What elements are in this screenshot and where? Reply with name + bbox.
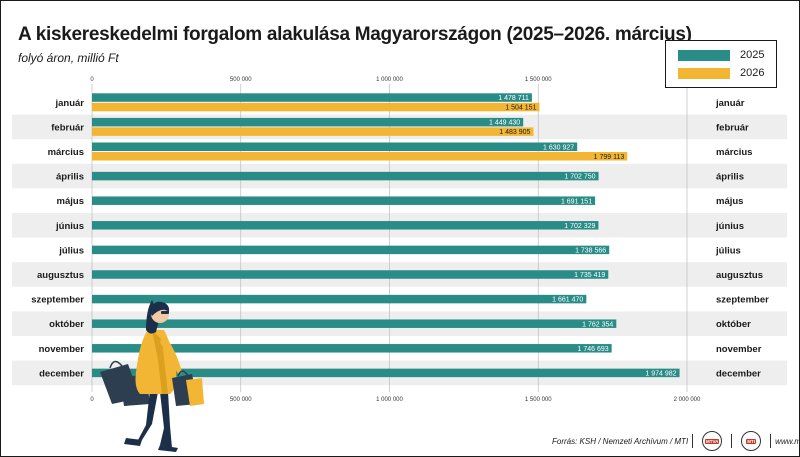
x-tick-label-bottom: 1 000 000 [376,397,403,403]
bar-2025-július [92,245,610,255]
footer-divider [692,434,694,448]
month-label-right: május [716,196,743,207]
chart-title: A kiskereskedelmi forgalom alakulása Mag… [18,24,692,45]
month-label-right: február [716,122,749,133]
footer-divider [731,434,733,448]
bar-2025-augusztus [92,270,609,279]
site-link[interactable]: www.mti.hu [775,436,800,446]
x-tick-label-top: 500 000 [230,77,252,83]
month-label-left: október [49,319,84,330]
bar-2026-január [92,102,540,112]
month-label-left: november [39,344,85,355]
value-label-2025: 1 478 711 [498,95,529,102]
value-label-2025: 1 735 419 [574,272,605,279]
month-label-left: augusztus [37,270,84,281]
bar-2025-június [92,221,599,230]
chart-legend: 2025 2026 [665,40,777,88]
month-label-right: március [716,147,752,158]
month-label-left: december [39,368,84,379]
value-label-2026: 1 504 151 [505,105,536,112]
x-tick-label-bottom: 500 000 [230,397,252,403]
month-label-left: május [57,196,84,207]
value-label-2025: 1 702 750 [564,174,595,181]
month-label-right: szeptember [716,295,769,306]
value-label-2026: 1 799 113 [594,154,625,161]
bar-2025-szeptember [92,294,587,304]
month-label-right: június [715,221,744,232]
x-tick-label-top: 1 000 000 [376,77,403,83]
x-tick-label-bottom: 1 500 000 [525,397,552,403]
legend-label-2025: 2025 [740,49,765,61]
value-label-2025: 1 691 151 [561,198,592,205]
value-label-2025: 1 746 693 [577,346,608,353]
bar-2025-február [92,117,524,127]
month-label-left: január [54,98,84,109]
bar-2026-március [92,152,628,161]
bar-2025-április [92,171,599,181]
value-label-2025: 1 702 329 [564,223,595,230]
value-label-2025: 1 974 982 [645,370,676,377]
x-tick-label-top: 1 500 000 [525,77,552,83]
month-label-left: február [51,122,84,133]
legend-item-2025: 2025 [678,49,764,61]
bar-2025-december [92,368,680,378]
month-label-left: június [55,221,84,232]
footer-divider [770,434,772,448]
value-label-2025: 1 630 927 [543,144,574,151]
legend-item-2026: 2026 [678,67,764,79]
value-label-2026: 1 483 905 [499,129,530,136]
bar-2025-október [92,319,617,328]
chart-subtitle: folyó áron, millió Ft [18,51,119,65]
month-label-left: szeptember [31,295,84,306]
month-label-right: november [716,344,762,355]
value-label-2025: 1 449 430 [489,120,520,127]
month-label-left: március [48,147,84,158]
bar-2025-március [92,142,578,151]
month-label-left: július [58,245,84,256]
bar-2025-január [92,93,532,102]
legend-swatch-2026 [678,67,730,79]
source-text: Forrás: KSH / Nemzeti Archívum / MTI [552,436,689,446]
mti-badge: MTI [741,431,762,451]
value-label-2025: 1 738 566 [575,247,606,254]
x-tick-label-bottom: 2 000 000 [674,397,701,403]
value-label-2025: 1 661 470 [552,297,583,304]
month-label-right: október [716,319,751,330]
x-tick-label-bottom: 0 [90,397,94,403]
month-label-right: január [715,98,745,109]
shopper-illustration [100,300,204,452]
bar-2025-május [92,196,596,205]
bar-2026-február [92,127,534,136]
month-label-right: augusztus [716,270,763,281]
month-label-left: április [56,172,84,183]
value-label-2025: 1 762 354 [582,321,613,328]
mtva-badge: MTVA [702,431,723,451]
month-label-right: április [716,172,744,183]
bar-2025-november [92,344,612,353]
footer: Forrás: KSH / Nemzeti Archívum / MTI MTV… [552,431,800,451]
legend-swatch-2025 [678,49,730,61]
legend-label-2026: 2026 [740,67,765,79]
month-label-right: december [716,368,761,379]
x-tick-label-top: 0 [90,77,94,83]
month-label-right: július [715,245,741,256]
